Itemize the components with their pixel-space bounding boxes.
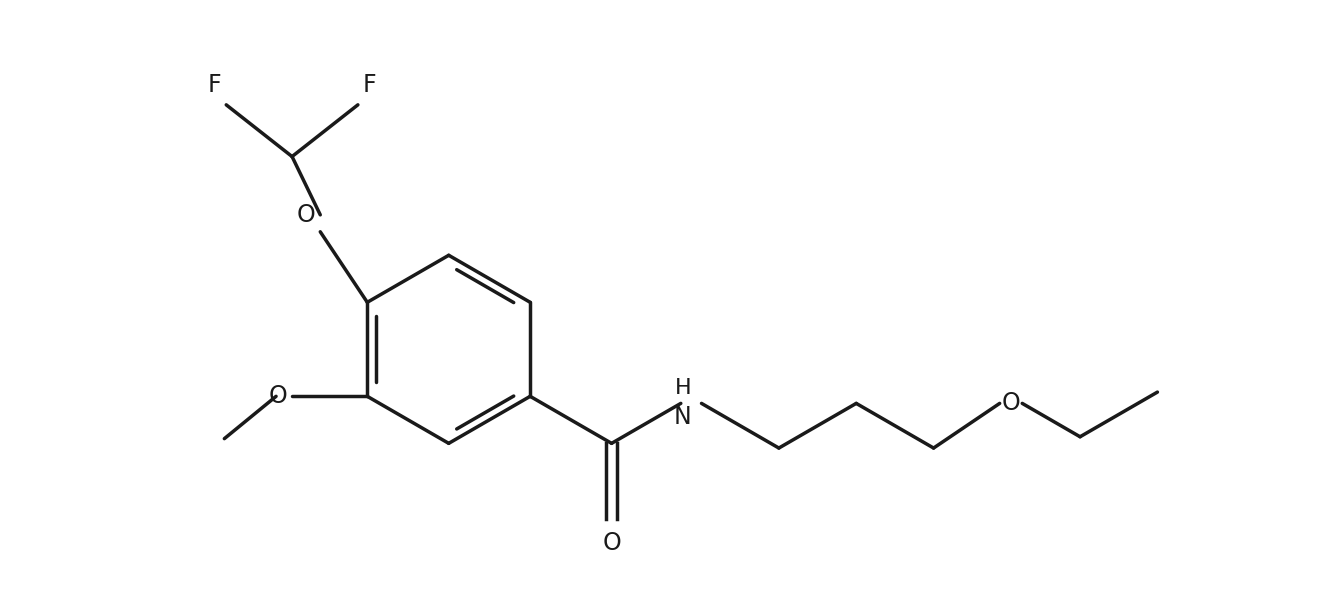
Text: O: O xyxy=(602,530,621,555)
Text: O: O xyxy=(1001,391,1020,416)
Text: O: O xyxy=(269,384,287,408)
Text: F: F xyxy=(207,73,222,97)
Text: N: N xyxy=(674,405,692,429)
Text: F: F xyxy=(363,73,376,97)
Text: O: O xyxy=(297,203,315,227)
Text: H: H xyxy=(674,378,692,398)
